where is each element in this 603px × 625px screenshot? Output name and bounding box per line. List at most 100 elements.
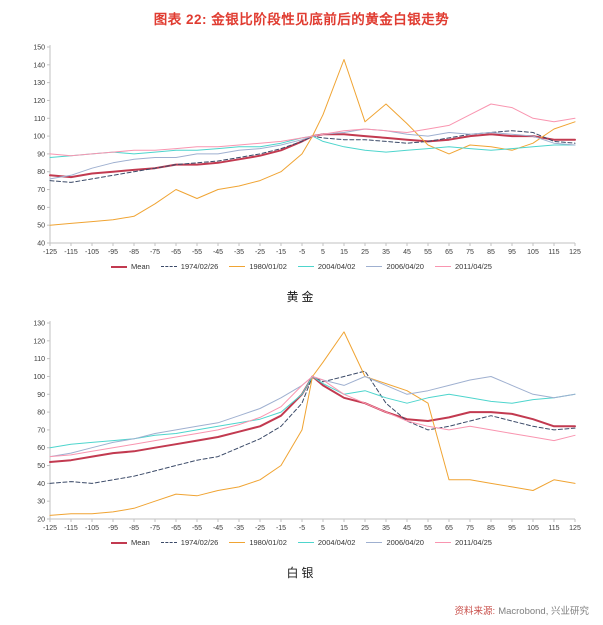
svg-text:-85: -85 xyxy=(128,249,138,256)
svg-text:40: 40 xyxy=(37,481,45,488)
legend-item-2011-04-25: 2011/04/25 xyxy=(434,262,492,271)
svg-text:125: 125 xyxy=(569,249,581,256)
svg-text:70: 70 xyxy=(37,187,45,194)
legend-item-1974-02-26: 1974/02/26 xyxy=(160,262,219,271)
svg-text:-115: -115 xyxy=(64,525,78,532)
svg-text:-35: -35 xyxy=(233,249,243,256)
svg-text:-75: -75 xyxy=(149,249,159,256)
legend-label: 1980/01/02 xyxy=(249,538,287,547)
svg-text:-115: -115 xyxy=(64,249,78,256)
legend-label: 2011/04/25 xyxy=(454,538,492,547)
svg-text:120: 120 xyxy=(33,98,45,105)
svg-text:75: 75 xyxy=(466,249,474,256)
legend-swatch xyxy=(111,265,128,268)
gold-caption: 黄金 xyxy=(286,290,317,304)
svg-text:50: 50 xyxy=(37,223,45,230)
svg-text:85: 85 xyxy=(487,249,495,256)
svg-text:150: 150 xyxy=(33,45,45,52)
svg-text:25: 25 xyxy=(361,525,369,532)
legend-swatch xyxy=(229,266,246,267)
svg-text:-45: -45 xyxy=(212,249,222,256)
svg-text:110: 110 xyxy=(33,356,44,363)
svg-text:110: 110 xyxy=(33,116,44,123)
legend-swatch xyxy=(366,542,383,543)
legend-swatch xyxy=(366,266,383,267)
legend-item-2011-04-25: 2011/04/25 xyxy=(434,538,492,547)
gold-plot: 40 50 60 70 80 90 100 110 120 130 140 150 -125 -115 -1… xyxy=(33,45,581,257)
svg-text:30: 30 xyxy=(37,499,45,506)
svg-text:115: 115 xyxy=(548,249,559,256)
figure-title: 图表 22: 金银比阶段性见底前后的黄金白银走势 xyxy=(153,12,450,27)
legend-swatch xyxy=(297,542,314,543)
legend-item-mean: Mean xyxy=(111,262,150,271)
legend-label: Mean xyxy=(131,262,150,271)
svg-text:-5: -5 xyxy=(298,249,304,256)
svg-text:90: 90 xyxy=(37,151,45,158)
svg-text:-95: -95 xyxy=(107,249,117,256)
legend-swatch xyxy=(111,541,128,544)
svg-text:-105: -105 xyxy=(84,525,98,532)
svg-text:25: 25 xyxy=(361,249,369,256)
svg-text:-5: -5 xyxy=(298,525,304,532)
svg-text:15: 15 xyxy=(340,525,348,532)
svg-text:-15: -15 xyxy=(275,525,285,532)
svg-text:-95: -95 xyxy=(107,525,117,532)
legend-label: 1974/02/26 xyxy=(180,262,219,271)
svg-text:125: 125 xyxy=(569,525,581,532)
source-label: 资料来源: xyxy=(454,606,496,617)
svg-text:140: 140 xyxy=(33,62,45,69)
svg-text:45: 45 xyxy=(403,249,411,256)
silver-chart-block: 20 30 40 50 60 70 80 90 100 110 120 130 -125 -115 -105… xyxy=(0,316,603,592)
legend-label: 2004/04/02 xyxy=(317,538,356,547)
silver-legend: Mean 1974/02/26 1980/01/02 2004/04/02 2006/0… xyxy=(111,536,492,549)
legend-item-1980-01-02: 1980/01/02 xyxy=(229,262,287,271)
source-text: Macrobond, 兴业研究 xyxy=(498,606,589,617)
svg-text:-85: -85 xyxy=(128,525,138,532)
svg-text:-25: -25 xyxy=(254,249,264,256)
legend-swatch xyxy=(297,266,314,267)
legend-label: 2004/04/02 xyxy=(317,262,356,271)
svg-text:5: 5 xyxy=(321,249,325,256)
silver-plot: 20 30 40 50 60 70 80 90 100 110 120 130 -125 -115 -105… xyxy=(33,321,581,533)
svg-text:50: 50 xyxy=(37,463,45,470)
svg-text:35: 35 xyxy=(382,249,390,256)
svg-text:65: 65 xyxy=(445,249,453,256)
legend-item-mean: Mean xyxy=(111,538,150,547)
svg-text:-65: -65 xyxy=(170,249,180,256)
legend-item-1980-01-02: 1980/01/02 xyxy=(229,538,287,547)
svg-text:80: 80 xyxy=(37,410,45,417)
legend-swatch xyxy=(434,266,451,267)
svg-text:100: 100 xyxy=(33,374,45,381)
legend-label: 2011/04/25 xyxy=(454,262,492,271)
svg-text:105: 105 xyxy=(527,249,539,256)
svg-text:-65: -65 xyxy=(170,525,180,532)
svg-text:-55: -55 xyxy=(191,525,201,532)
legend-item-2006-04-20: 2006/04/20 xyxy=(366,262,424,271)
svg-text:130: 130 xyxy=(33,80,45,87)
legend-label: 1974/02/26 xyxy=(180,538,219,547)
svg-text:5: 5 xyxy=(321,525,325,532)
silver-caption: 白银 xyxy=(286,566,317,580)
source-note: 资料来源: Macrobond, 兴业研究 xyxy=(455,603,589,617)
svg-text:60: 60 xyxy=(37,205,45,212)
gold-legend: Mean 1974/02/26 1980/01/02 2004/04/02 2006/0… xyxy=(111,260,492,273)
svg-text:45: 45 xyxy=(403,525,411,532)
legend-label: 1980/01/02 xyxy=(249,262,287,271)
svg-text:90: 90 xyxy=(37,392,45,399)
svg-text:80: 80 xyxy=(37,169,45,176)
svg-text:105: 105 xyxy=(527,525,539,532)
legend-item-1974-02-26: 1974/02/26 xyxy=(160,538,219,547)
legend-label: Mean xyxy=(131,538,150,547)
svg-text:95: 95 xyxy=(508,525,516,532)
legend-swatch xyxy=(160,266,177,267)
svg-text:-105: -105 xyxy=(84,249,98,256)
svg-text:40: 40 xyxy=(37,241,45,248)
legend-swatch xyxy=(229,542,246,543)
legend-label: 2006/04/20 xyxy=(386,262,424,271)
svg-text:15: 15 xyxy=(340,249,348,256)
svg-text:85: 85 xyxy=(487,525,495,532)
svg-text:70: 70 xyxy=(37,427,45,434)
svg-text:-15: -15 xyxy=(275,249,285,256)
svg-text:-45: -45 xyxy=(212,525,222,532)
